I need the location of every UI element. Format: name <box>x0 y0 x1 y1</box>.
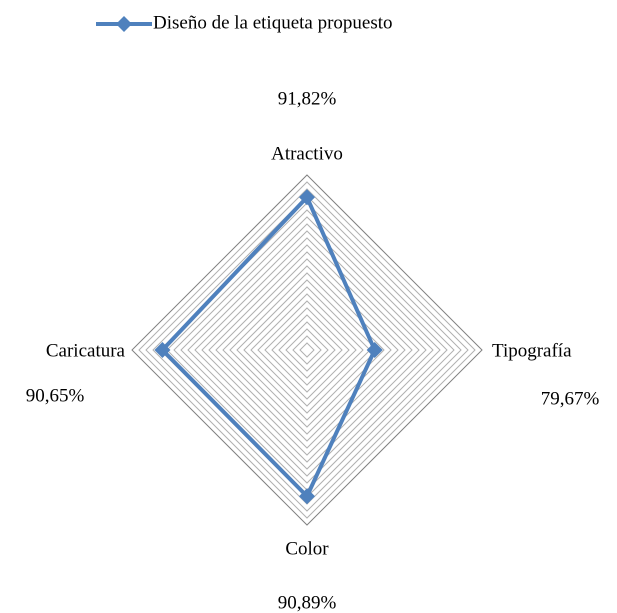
grid-ring <box>222 265 392 435</box>
grid-ring <box>159 202 455 498</box>
axis-label: Caricatura <box>46 340 126 361</box>
grid-ring <box>173 216 441 484</box>
data-label: 79,67% <box>541 388 600 409</box>
legend-label: Diseño de la etiqueta propuesto <box>153 12 393 33</box>
grid-ring <box>243 286 371 414</box>
grid-ring <box>257 300 357 400</box>
axis-label: Color <box>285 538 329 559</box>
grid-ring <box>215 258 399 442</box>
grid-ring <box>236 279 378 421</box>
grid-ring <box>292 335 322 365</box>
grid-ring <box>250 293 364 407</box>
grid-ring <box>285 328 329 372</box>
legend-marker <box>116 16 132 32</box>
grid-ring <box>145 188 469 512</box>
data-label: 91,82% <box>278 88 337 109</box>
grid-ring <box>131 174 483 526</box>
grid-ring <box>180 223 434 477</box>
marker <box>154 342 171 358</box>
marker <box>299 189 315 206</box>
grid-ring <box>187 230 427 470</box>
grid-ring <box>299 342 315 358</box>
grid-ring <box>271 314 343 386</box>
data-label: 90,89% <box>278 592 337 613</box>
grid-ring <box>208 251 406 449</box>
grid-ring <box>201 244 413 456</box>
marker <box>299 488 315 505</box>
grid-ring <box>138 181 476 519</box>
data-label: 90,65% <box>26 385 85 406</box>
grid-ring <box>229 272 385 428</box>
grid-ring <box>264 307 350 393</box>
marker <box>366 342 383 358</box>
grid-ring <box>152 195 462 505</box>
axis-label: Atractivo <box>271 143 343 164</box>
axis-label: Tipografía <box>492 340 572 361</box>
grid-ring <box>278 321 336 379</box>
grid-ring <box>194 237 420 463</box>
